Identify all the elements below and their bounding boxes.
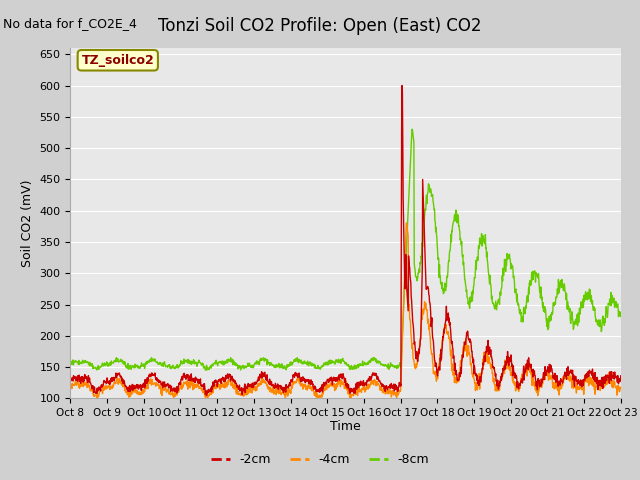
-2cm	[175, 381, 183, 387]
-4cm	[251, 387, 259, 393]
Y-axis label: Soil CO2 (mV): Soil CO2 (mV)	[21, 180, 34, 267]
-4cm	[552, 377, 560, 383]
-8cm	[175, 364, 183, 370]
-8cm	[432, 229, 440, 235]
-2cm	[617, 373, 625, 379]
-4cm	[432, 373, 440, 379]
Line: -4cm: -4cm	[70, 223, 621, 398]
-2cm	[552, 380, 560, 385]
-2cm	[67, 374, 74, 380]
-2cm	[203, 393, 211, 398]
-4cm	[504, 357, 511, 363]
Legend: -2cm, -4cm, -8cm: -2cm, -4cm, -8cm	[206, 448, 434, 471]
-8cm	[67, 360, 74, 366]
-2cm	[504, 348, 511, 354]
Text: No data for f_CO2E_4: No data for f_CO2E_4	[3, 17, 137, 30]
-2cm	[432, 361, 440, 367]
-8cm	[617, 310, 625, 315]
-4cm	[204, 396, 212, 401]
-4cm	[67, 383, 74, 389]
-8cm	[251, 361, 259, 367]
-4cm	[189, 387, 196, 393]
-4cm	[175, 386, 183, 392]
-4cm	[403, 220, 410, 226]
-8cm	[202, 367, 210, 373]
-8cm	[408, 126, 416, 132]
-8cm	[552, 294, 560, 300]
Line: -8cm: -8cm	[70, 129, 621, 370]
Text: Tonzi Soil CO2 Profile: Open (East) CO2: Tonzi Soil CO2 Profile: Open (East) CO2	[158, 17, 482, 35]
-2cm	[189, 375, 196, 381]
X-axis label: Time: Time	[330, 420, 361, 432]
-4cm	[617, 386, 625, 392]
-2cm	[251, 382, 259, 387]
-8cm	[504, 256, 511, 262]
-2cm	[398, 83, 406, 88]
Line: -2cm: -2cm	[70, 85, 621, 396]
Text: TZ_soilco2: TZ_soilco2	[81, 54, 154, 67]
-8cm	[189, 360, 196, 365]
